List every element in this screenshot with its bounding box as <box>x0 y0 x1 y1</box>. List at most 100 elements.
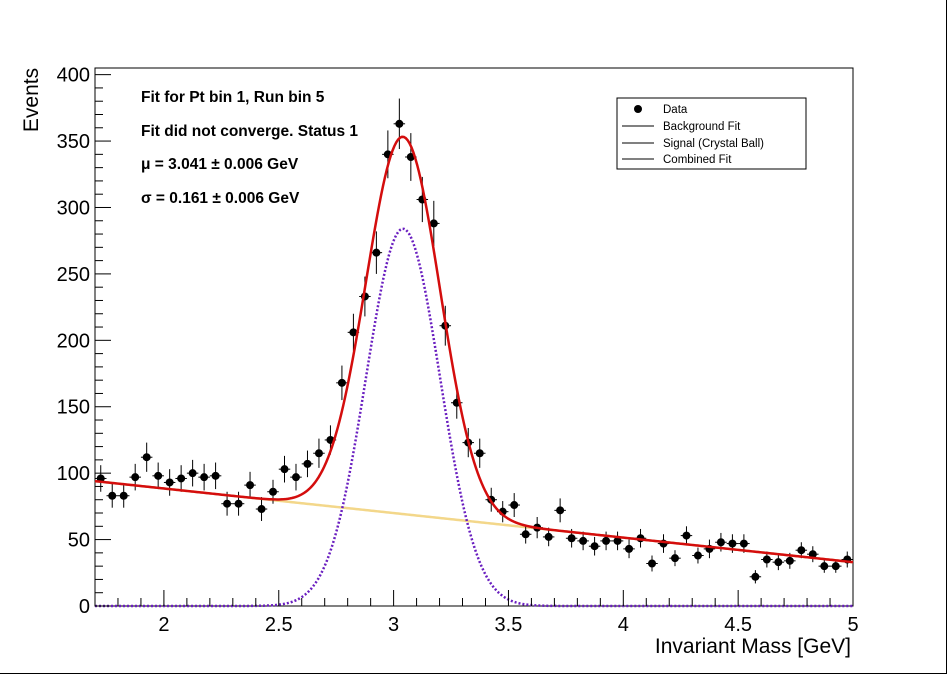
data-point <box>140 442 153 472</box>
data-point-marker <box>119 491 128 500</box>
legend-marker-data <box>634 105 642 113</box>
data-point-marker <box>590 542 599 551</box>
data-point-marker <box>303 459 312 468</box>
data-point-marker <box>774 558 783 567</box>
y-tick-label: 350 <box>57 131 90 153</box>
annotation-fit-title: Fit for Pt bin 1, Run bin 5 <box>141 89 325 106</box>
data-point <box>841 551 853 568</box>
data-point-marker <box>785 556 794 565</box>
data-point-marker <box>154 471 163 480</box>
legend: Data Background Fit Signal (Crystal Ball… <box>616 97 807 170</box>
data-point <box>152 462 164 490</box>
x-tick-label: 3.5 <box>495 614 523 636</box>
data-point-marker <box>200 473 209 482</box>
data-point-marker <box>579 536 588 545</box>
data-point-marker <box>716 538 725 547</box>
data-point <box>106 483 118 508</box>
data-point-marker <box>337 378 346 387</box>
data-point-marker <box>211 471 220 480</box>
data-point-marker <box>269 487 278 496</box>
legend-label-data: Data <box>663 104 688 116</box>
data-point-marker <box>257 505 266 514</box>
data-point <box>301 450 314 478</box>
data-point <box>646 555 658 572</box>
x-tick-label: 2 <box>158 614 169 636</box>
data-point-marker <box>544 532 553 541</box>
data-point-marker <box>797 546 806 555</box>
data-point <box>232 491 245 516</box>
data-point <box>577 531 589 551</box>
data-point-marker <box>280 465 289 474</box>
y-tick-label: 100 <box>57 463 90 485</box>
data-point-marker <box>188 469 197 478</box>
data-point-marker <box>291 473 300 482</box>
data-point-marker <box>625 544 634 553</box>
data-point <box>347 313 360 351</box>
y-tick-label: 400 <box>57 65 90 87</box>
data-point-marker <box>142 453 151 462</box>
data-point <box>588 536 601 556</box>
data-point <box>198 463 210 491</box>
data-point-marker <box>751 572 760 581</box>
data-point <box>703 539 716 559</box>
signal-fit-layer <box>95 227 853 608</box>
signal-fit-curve <box>95 227 853 608</box>
data-point <box>600 531 612 551</box>
data-point-marker <box>429 219 438 228</box>
data-point-marker <box>831 562 840 571</box>
data-point-marker <box>521 530 530 539</box>
data-point <box>474 438 486 468</box>
data-point <box>554 498 566 523</box>
data-point-marker <box>567 534 576 543</box>
y-axis-title: Events <box>20 68 43 132</box>
data-point-marker <box>670 554 679 563</box>
y-tick-label: 200 <box>57 330 90 352</box>
data-point <box>370 231 383 274</box>
data-point <box>726 534 739 553</box>
x-tick-label: 2.5 <box>265 614 293 636</box>
data-point-marker <box>349 328 358 337</box>
data-point-marker <box>372 248 381 257</box>
data-point <box>830 559 842 573</box>
x-tick-label: 4.5 <box>724 614 752 636</box>
data-point <box>749 570 762 584</box>
data-point-marker <box>613 536 622 545</box>
y-tick-label: 300 <box>57 197 90 219</box>
legend-label-combined: Combined Fit <box>663 154 732 166</box>
data-point <box>692 547 704 564</box>
x-tick-label: 3 <box>388 614 399 636</box>
annotation-mu: μ = 3.041 ± 0.006 GeV <box>141 156 299 173</box>
data-point <box>807 546 819 563</box>
data-point <box>611 531 624 551</box>
data-point-marker <box>314 449 323 458</box>
data-point <box>290 463 302 491</box>
data-point <box>186 459 199 487</box>
y-tick-label: 50 <box>68 530 90 552</box>
data-point <box>244 471 256 499</box>
x-tick-label: 4 <box>618 614 629 636</box>
legend-label-signal: Signal (Crystal Ball) <box>663 138 764 150</box>
data-point <box>772 554 785 571</box>
combined-fit-curve <box>94 135 854 564</box>
data-point-marker <box>177 474 186 483</box>
data-point <box>175 465 187 492</box>
data-point-marker <box>682 531 691 540</box>
data-point <box>761 551 773 568</box>
legend-box <box>616 97 807 170</box>
data-point-marker <box>762 555 771 564</box>
data-point <box>795 542 808 559</box>
data-point-marker <box>648 559 657 568</box>
data-point-marker <box>820 562 829 571</box>
data-point-marker <box>739 539 748 548</box>
data-point <box>669 550 681 567</box>
annotation-sigma: σ = 0.161 ± 0.006 GeV <box>141 190 300 207</box>
data-point-marker <box>223 499 232 508</box>
data-point <box>95 465 107 492</box>
legend-label-background: Background Fit <box>663 121 741 133</box>
data-point-marker <box>475 449 484 458</box>
y-tick-label: 0 <box>79 596 90 618</box>
data-point-marker <box>131 473 140 482</box>
data-point-marker <box>246 481 255 490</box>
